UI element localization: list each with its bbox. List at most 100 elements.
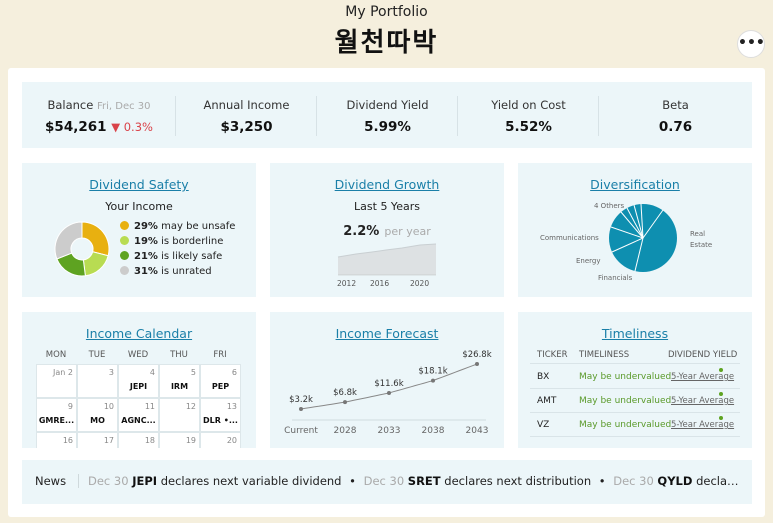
calendar-day-cell[interactable]: 13 DLR •... bbox=[200, 398, 241, 432]
news-separator: • bbox=[349, 474, 356, 488]
dividend-growth-card[interactable]: Dividend Growth Last 5 Years 2.2% per ye… bbox=[270, 163, 504, 297]
more-options-button[interactable]: ••• bbox=[737, 30, 765, 58]
forecast-point bbox=[299, 407, 303, 411]
income-forecast-link[interactable]: Income Forecast bbox=[335, 326, 439, 341]
calendar-day-cell[interactable]: 10 MO bbox=[77, 398, 118, 432]
news-headline[interactable]: declares next distribution bbox=[444, 474, 592, 488]
dashboard-panel: Balance Fri, Dec 30 $54,261 ▼ 0.3% Annua… bbox=[8, 68, 765, 517]
timeliness-status: May be undervalued bbox=[579, 420, 672, 430]
safety-legend-item: 19% is borderline bbox=[120, 234, 235, 249]
news-ticker[interactable]: News Dec 30 JEPI declares next variable … bbox=[22, 460, 752, 504]
ticker-cell[interactable]: BX bbox=[537, 372, 550, 382]
calendar-payout-ticker[interactable]: IRM bbox=[170, 382, 189, 391]
forecast-x-tick-label: 2028 bbox=[334, 426, 357, 436]
divider bbox=[457, 96, 458, 136]
calendar-payout-ticker[interactable]: MO bbox=[90, 416, 105, 425]
news-date: Dec 30 bbox=[88, 474, 129, 488]
timeliness-row[interactable]: VZ May be undervalued 5-Year Average bbox=[530, 413, 740, 437]
forecast-data-label: $6.8k bbox=[333, 388, 357, 398]
calendar-day-cell[interactable]: 18 bbox=[118, 432, 159, 448]
forecast-data-label: $11.6k bbox=[374, 379, 403, 389]
calendar-date: Jan 2 bbox=[53, 368, 73, 377]
calendar-day-cell[interactable]: 3 bbox=[77, 364, 118, 398]
ticker-cell[interactable]: VZ bbox=[537, 420, 550, 430]
page-header: My Portfolio 월천따박 ••• bbox=[0, 0, 773, 62]
communications-label: Communications bbox=[540, 234, 599, 242]
yield-column-header: DIVIDEND YIELD bbox=[668, 350, 738, 360]
news-headline[interactable]: declares next variable d... bbox=[696, 474, 742, 488]
calendar-day-cell[interactable]: 5 IRM bbox=[159, 364, 200, 398]
income-forecast-card[interactable]: Income Forecast $3.2k Current $6.8k 2028 $11… bbox=[270, 312, 504, 448]
borderline-dot-icon bbox=[120, 236, 129, 245]
diversification-card[interactable]: Diversification 4 Others Communications … bbox=[518, 163, 752, 297]
calendar-payout-ticker[interactable]: JEPI bbox=[129, 382, 148, 391]
others-label: 4 Others bbox=[594, 202, 625, 210]
timeliness-link[interactable]: Timeliness bbox=[601, 326, 669, 341]
forecast-point bbox=[343, 400, 347, 405]
ticker-cell[interactable]: AMT bbox=[537, 396, 557, 406]
calendar-day-cell[interactable]: Jan 2 bbox=[36, 364, 77, 398]
calendar-day-cell[interactable]: 4 JEPI bbox=[118, 364, 159, 398]
diversification-link[interactable]: Diversification bbox=[590, 177, 680, 192]
balance-date: Fri, Dec 30 bbox=[97, 101, 151, 112]
forecast-data-label: $18.1k bbox=[418, 367, 447, 377]
beta-stat: Beta 0.76 bbox=[599, 82, 752, 148]
calendar-day-cell[interactable]: 6 PEP bbox=[200, 364, 241, 398]
dividend-yield-stat: Dividend Yield 5.99% bbox=[317, 82, 458, 148]
calendar-day-cell[interactable]: 12 bbox=[159, 398, 200, 432]
calendar-payout-ticker[interactable]: PEP bbox=[211, 382, 230, 391]
annual-income-value: $3,250 bbox=[220, 119, 273, 135]
news-items[interactable]: Dec 30 JEPI declares next variable divid… bbox=[88, 474, 742, 488]
portfolio-title: 월천따박 bbox=[334, 28, 439, 58]
ticker-column-header: TICKER bbox=[537, 350, 568, 360]
calendar-date: 16 bbox=[62, 436, 73, 445]
timeliness-status: May be undervalued bbox=[579, 372, 672, 382]
income-calendar-card[interactable]: Income Calendar MON TUE WED THU FRI Jan … bbox=[22, 312, 256, 448]
calendar-day-cell[interactable]: 20 bbox=[200, 432, 241, 448]
dividend-growth-link[interactable]: Dividend Growth bbox=[334, 177, 440, 192]
income-calendar-link[interactable]: Income Calendar bbox=[85, 326, 193, 341]
timeliness-column-header: TIMELINESS bbox=[579, 350, 630, 360]
news-date: Dec 30 bbox=[613, 474, 654, 488]
news-ticker-symbol[interactable]: SRET bbox=[407, 474, 441, 488]
balance-label: Balance bbox=[47, 98, 94, 112]
news-headline[interactable]: declares next variable dividend bbox=[160, 474, 342, 488]
calendar-payout-ticker[interactable]: AGNC... bbox=[121, 416, 156, 425]
annual-income-stat: Annual Income $3,250 bbox=[176, 82, 317, 148]
forecast-x-tick-label: 2033 bbox=[378, 426, 401, 436]
timeliness-row[interactable]: AMT May be undervalued 5-Year Average bbox=[530, 389, 740, 413]
calendar-date: 10 bbox=[103, 402, 114, 411]
timeliness-row[interactable]: BX May be undervalued 5-Year Average bbox=[530, 365, 740, 389]
dividend-safety-card[interactable]: Dividend Safety Your Income 29% may be u… bbox=[22, 163, 256, 297]
safety-donut-chart bbox=[54, 221, 110, 277]
calendar-day-cell[interactable]: 9 GMRE... bbox=[36, 398, 77, 432]
yield-on-cost-value: 5.52% bbox=[505, 119, 552, 135]
calendar-date: 11 bbox=[144, 402, 155, 411]
news-ticker-symbol[interactable]: JEPI bbox=[132, 474, 158, 488]
growth-area-chart bbox=[337, 243, 437, 276]
news-separator: • bbox=[598, 474, 606, 488]
timeliness-card[interactable]: Timeliness TICKER TIMELINESS DIVIDEND YI… bbox=[518, 312, 752, 448]
yield-on-cost-stat: Yield on Cost 5.52% bbox=[458, 82, 599, 148]
dividend-yield-label: Dividend Yield bbox=[346, 98, 429, 112]
forecast-x-tick-label: 2038 bbox=[422, 426, 445, 436]
calendar-payout-ticker[interactable]: DLR •... bbox=[203, 416, 238, 425]
calendar-day-cell[interactable]: 17 bbox=[77, 432, 118, 448]
news-ticker-symbol[interactable]: QYLD bbox=[657, 474, 693, 488]
safe-dot-icon bbox=[120, 251, 129, 260]
yield-marker-icon bbox=[719, 416, 723, 420]
news-label: News bbox=[35, 474, 80, 488]
calendar-day-cell[interactable]: 19 bbox=[159, 432, 200, 448]
calendar-day-cell[interactable]: 16 bbox=[36, 432, 77, 448]
calendar-payout-ticker[interactable]: GMRE... bbox=[38, 416, 75, 425]
calendar-date: 6 bbox=[231, 368, 237, 377]
calendar-day-header: MON bbox=[45, 350, 67, 360]
dividend-safety-link[interactable]: Dividend Safety bbox=[89, 177, 189, 192]
calendar-day-cell[interactable]: 11 AGNC... bbox=[118, 398, 159, 432]
diversification-pie-chart bbox=[609, 203, 677, 272]
financials-label: Financials bbox=[598, 274, 633, 282]
page-subtitle: My Portfolio bbox=[345, 4, 428, 20]
income-forecast-chart: $3.2k Current $6.8k 2028 $11.6k 2033 $18.1k 203… bbox=[284, 350, 492, 436]
yield-marker-icon bbox=[719, 392, 723, 396]
growth-subtitle: Last 5 Years bbox=[354, 200, 420, 213]
